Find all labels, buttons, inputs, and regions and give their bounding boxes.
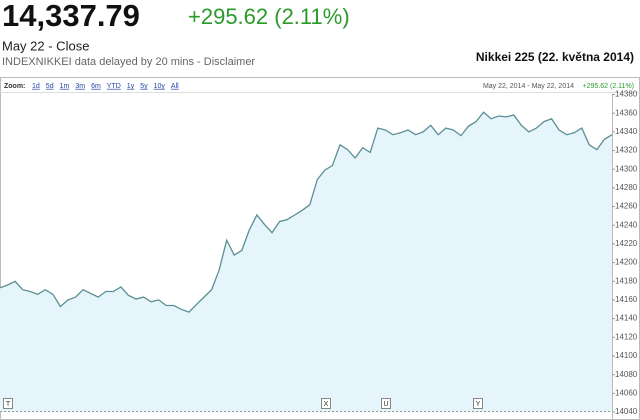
zoom-link[interactable]: All	[171, 83, 179, 90]
source[interactable]: INDEXNIKKEI data delayed by 20 mins - Di…	[2, 56, 255, 68]
date-range: May 22, 2014 - May 22, 2014	[483, 83, 574, 90]
y-tick-label: 14280	[615, 183, 638, 192]
area-fill	[0, 112, 612, 412]
flag-box	[321, 398, 331, 409]
zoom-link[interactable]: YTD	[107, 83, 121, 90]
zoom-link[interactable]: 5y	[140, 83, 148, 90]
event-flag[interactable]: T	[3, 398, 13, 409]
zoom-link[interactable]: 6m	[91, 83, 101, 90]
y-tick-label: 14200	[615, 258, 638, 267]
flag-label: U	[383, 401, 388, 408]
flag-box	[381, 398, 391, 409]
event-flag[interactable]: Y	[473, 398, 483, 409]
range-change: +295.62 (2.11%)	[583, 83, 634, 90]
y-tick-label: 14340	[615, 127, 638, 136]
flag-box	[473, 398, 483, 409]
zoom-link[interactable]: 3m	[75, 83, 85, 90]
flag-box	[3, 398, 13, 409]
zoom-link[interactable]: 5d	[46, 83, 54, 90]
y-tick-label: 14220	[615, 239, 638, 248]
price: 14,337.79	[2, 0, 140, 33]
zoom-links: 1d 5d 1m 3m 6m YTD 1y 5y 10y All	[32, 83, 179, 90]
y-tick-label: 14040	[615, 407, 638, 416]
flag-label: T	[6, 401, 11, 408]
y-tick-label: 14380	[615, 90, 638, 99]
y-tick-label: 14100	[615, 351, 638, 360]
change: +295.62 (2.11%)	[188, 4, 350, 29]
zoom-link[interactable]: 1y	[127, 83, 135, 90]
event-flag[interactable]: U	[381, 398, 391, 409]
chart-title: Nikkei 225 (22. května 2014)	[476, 50, 634, 64]
event-flag[interactable]: X	[321, 398, 331, 409]
y-tick-label: 14140	[615, 314, 638, 323]
y-tick-label: 14060	[615, 388, 638, 397]
y-tick-label: 14300	[615, 164, 638, 173]
zoom-label: Zoom:	[4, 83, 25, 90]
y-tick-label: 14260	[615, 202, 638, 211]
y-tick-label: 14120	[615, 332, 638, 341]
y-tick-label: 14360	[615, 108, 638, 117]
zoom-link[interactable]: 10y	[154, 83, 166, 90]
plot: 14040 14060 14080 14100 14120 14140 14160 14180…	[0, 90, 638, 420]
price-line	[0, 111, 613, 313]
y-tick-label: 14160	[615, 295, 638, 304]
zoom-link[interactable]: 1d	[32, 83, 40, 90]
flag-label: X	[324, 401, 329, 408]
zoom-link[interactable]: 1m	[60, 83, 70, 90]
flag-label: Y	[476, 401, 481, 408]
y-tick-label: 14080	[615, 370, 638, 379]
y-tick-label: 14180	[615, 276, 638, 285]
y-tick-label: 14240	[615, 220, 638, 229]
status: May 22 - Close	[2, 38, 89, 53]
y-tick-label: 14320	[615, 146, 638, 155]
